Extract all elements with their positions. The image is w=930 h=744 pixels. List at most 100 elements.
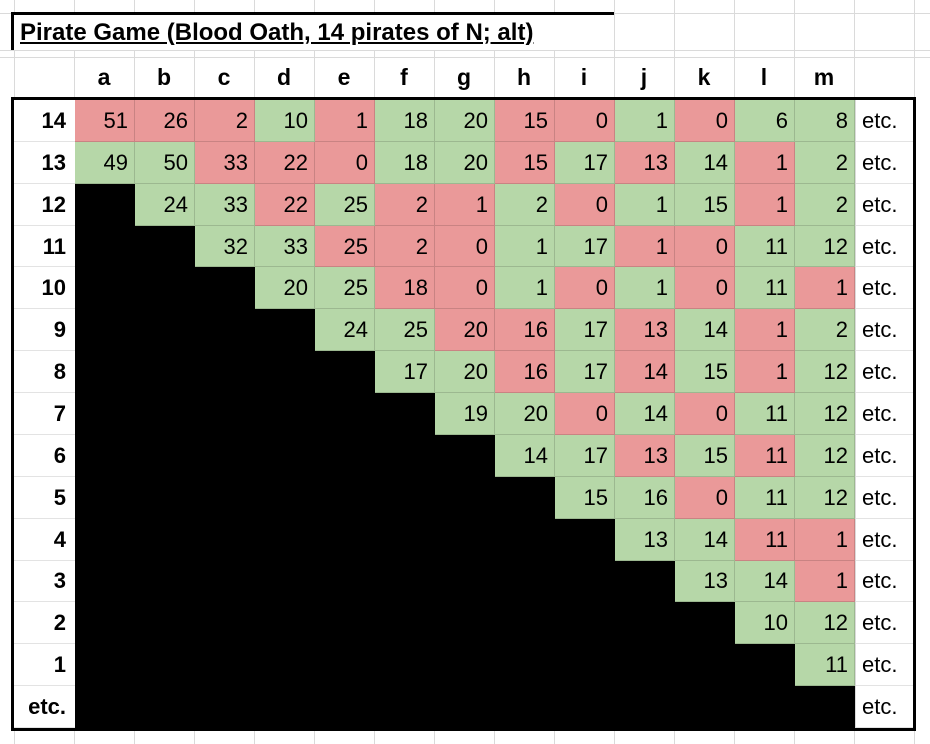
- row-label-7[interactable]: 7: [14, 393, 75, 435]
- cell-etc-b[interactable]: [135, 686, 195, 728]
- cell-5-b[interactable]: [135, 476, 195, 519]
- cell-13-g[interactable]: 20: [435, 141, 495, 184]
- cell-10-f[interactable]: 18: [375, 267, 435, 310]
- cell-9-g[interactable]: 20: [435, 309, 495, 352]
- cell-8-b[interactable]: [135, 351, 195, 394]
- cell-3-d[interactable]: [255, 560, 315, 603]
- cell-10-b[interactable]: [135, 267, 195, 310]
- etc-cell-2[interactable]: etc.: [855, 602, 913, 644]
- cell-13-f[interactable]: 18: [375, 141, 435, 184]
- cell-1-i[interactable]: [555, 644, 615, 687]
- cell-12-i[interactable]: 0: [555, 183, 615, 226]
- cell-etc-k[interactable]: [675, 686, 735, 728]
- cell-8-i[interactable]: 17: [555, 351, 615, 394]
- cell-14-i[interactable]: 0: [555, 100, 615, 142]
- cell-14-f[interactable]: 18: [375, 100, 435, 142]
- cell-12-f[interactable]: 2: [375, 183, 435, 226]
- cell-3-c[interactable]: [195, 560, 255, 603]
- cell-etc-e[interactable]: [315, 686, 375, 728]
- cell-13-m[interactable]: 2: [795, 141, 855, 184]
- cell-14-d[interactable]: 10: [255, 100, 315, 142]
- row-label-6[interactable]: 6: [14, 435, 75, 477]
- cell-12-j[interactable]: 1: [615, 183, 675, 226]
- cell-7-l[interactable]: 11: [735, 393, 795, 435]
- cell-13-i[interactable]: 17: [555, 141, 615, 184]
- etc-cell-12[interactable]: etc.: [855, 184, 913, 226]
- column-header-k[interactable]: k: [697, 63, 711, 90]
- cell-4-h[interactable]: [495, 518, 555, 561]
- column-header-g[interactable]: g: [456, 63, 472, 90]
- cell-etc-h[interactable]: [495, 686, 555, 728]
- cell-12-g[interactable]: 1: [435, 183, 495, 226]
- column-header-h[interactable]: h: [516, 63, 532, 90]
- row-label-13[interactable]: 13: [14, 142, 75, 184]
- cell-10-g[interactable]: 0: [435, 267, 495, 310]
- cell-2-l[interactable]: 10: [735, 602, 795, 645]
- etc-cell-7[interactable]: etc.: [855, 393, 913, 435]
- cell-2-e[interactable]: [315, 602, 375, 645]
- cell-7-g[interactable]: 19: [435, 393, 495, 435]
- cell-10-a[interactable]: [75, 267, 135, 310]
- cell-10-h[interactable]: 1: [495, 267, 555, 310]
- cell-12-e[interactable]: 25: [315, 183, 375, 226]
- cell-9-b[interactable]: [135, 309, 195, 352]
- cell-8-h[interactable]: 16: [495, 351, 555, 394]
- etc-cell-etc[interactable]: etc.: [855, 686, 913, 728]
- cell-14-c[interactable]: 2: [195, 100, 255, 142]
- cell-4-f[interactable]: [375, 518, 435, 561]
- cell-14-m[interactable]: 8: [795, 100, 855, 142]
- cell-11-l[interactable]: 11: [735, 225, 795, 268]
- cell-5-h[interactable]: [495, 476, 555, 519]
- cell-13-j[interactable]: 13: [615, 141, 675, 184]
- cell-3-f[interactable]: [375, 560, 435, 603]
- cell-13-k[interactable]: 14: [675, 141, 735, 184]
- cell-etc-c[interactable]: [195, 686, 255, 728]
- cell-12-a[interactable]: [75, 183, 135, 226]
- title-cell[interactable]: Pirate Game (Blood Oath, 14 pirates of N…: [11, 12, 614, 50]
- cell-8-j[interactable]: 14: [615, 351, 675, 394]
- cell-3-g[interactable]: [435, 560, 495, 603]
- cell-8-l[interactable]: 1: [735, 351, 795, 394]
- column-header-l[interactable]: l: [760, 63, 768, 90]
- cell-10-j[interactable]: 1: [615, 267, 675, 310]
- cell-8-c[interactable]: [195, 351, 255, 394]
- cell-1-b[interactable]: [135, 644, 195, 687]
- cell-11-g[interactable]: 0: [435, 225, 495, 268]
- cell-14-j[interactable]: 1: [615, 100, 675, 142]
- cell-10-e[interactable]: 25: [315, 267, 375, 310]
- cell-11-f[interactable]: 2: [375, 225, 435, 268]
- cell-1-j[interactable]: [615, 644, 675, 687]
- cell-9-c[interactable]: [195, 309, 255, 352]
- cell-9-h[interactable]: 16: [495, 309, 555, 352]
- cell-6-h[interactable]: 14: [495, 434, 555, 477]
- row-label-8[interactable]: 8: [14, 351, 75, 393]
- cell-5-k[interactable]: 0: [675, 476, 735, 519]
- cell-8-g[interactable]: 20: [435, 351, 495, 394]
- cell-14-a[interactable]: 51: [75, 100, 135, 142]
- etc-cell-14[interactable]: etc.: [855, 100, 913, 142]
- cell-5-f[interactable]: [375, 476, 435, 519]
- cell-11-a[interactable]: [75, 225, 135, 268]
- cell-8-m[interactable]: 12: [795, 351, 855, 394]
- cell-3-m[interactable]: 1: [795, 560, 855, 603]
- cell-8-d[interactable]: [255, 351, 315, 394]
- cell-1-g[interactable]: [435, 644, 495, 687]
- cell-8-e[interactable]: [315, 351, 375, 394]
- cell-6-k[interactable]: 15: [675, 434, 735, 477]
- cell-3-k[interactable]: 13: [675, 560, 735, 603]
- cell-2-b[interactable]: [135, 602, 195, 645]
- cell-9-k[interactable]: 14: [675, 309, 735, 352]
- row-label-14[interactable]: 14: [14, 100, 75, 142]
- cell-2-k[interactable]: [675, 602, 735, 645]
- cell-1-a[interactable]: [75, 644, 135, 687]
- cell-7-h[interactable]: 20: [495, 393, 555, 435]
- cell-etc-i[interactable]: [555, 686, 615, 728]
- cell-4-l[interactable]: 11: [735, 518, 795, 561]
- column-header-j[interactable]: j: [640, 63, 648, 90]
- row-label-11[interactable]: 11: [14, 226, 75, 268]
- row-label-12[interactable]: 12: [14, 184, 75, 226]
- cell-2-m[interactable]: 12: [795, 602, 855, 645]
- cell-5-j[interactable]: 16: [615, 476, 675, 519]
- cell-7-e[interactable]: [315, 393, 375, 435]
- etc-cell-11[interactable]: etc.: [855, 226, 913, 268]
